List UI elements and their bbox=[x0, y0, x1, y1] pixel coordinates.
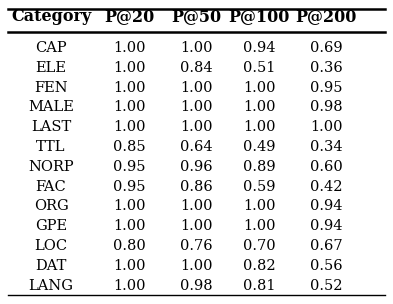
Text: P@20: P@20 bbox=[105, 8, 155, 25]
Text: 0.56: 0.56 bbox=[310, 259, 343, 273]
Text: 1.00: 1.00 bbox=[114, 100, 146, 114]
Text: 0.94: 0.94 bbox=[310, 199, 342, 213]
Text: 0.42: 0.42 bbox=[310, 180, 342, 194]
Text: 1.00: 1.00 bbox=[180, 259, 213, 273]
Text: 1.00: 1.00 bbox=[114, 199, 146, 213]
Text: 1.00: 1.00 bbox=[114, 81, 146, 95]
Text: 0.96: 0.96 bbox=[180, 160, 213, 174]
Text: 0.94: 0.94 bbox=[243, 41, 275, 55]
Text: 0.34: 0.34 bbox=[310, 140, 343, 154]
Text: 0.51: 0.51 bbox=[243, 61, 275, 75]
Text: 0.76: 0.76 bbox=[180, 239, 213, 253]
Text: 1.00: 1.00 bbox=[114, 120, 146, 134]
Text: 1.00: 1.00 bbox=[114, 219, 146, 233]
Text: FAC: FAC bbox=[36, 180, 66, 194]
Text: 1.00: 1.00 bbox=[114, 259, 146, 273]
Text: 1.00: 1.00 bbox=[180, 41, 213, 55]
Text: 1.00: 1.00 bbox=[243, 219, 275, 233]
Text: 0.82: 0.82 bbox=[243, 259, 276, 273]
Text: 1.00: 1.00 bbox=[243, 199, 275, 213]
Text: 0.67: 0.67 bbox=[310, 239, 343, 253]
Text: 1.00: 1.00 bbox=[180, 100, 213, 114]
Text: 0.89: 0.89 bbox=[243, 160, 276, 174]
Text: 0.84: 0.84 bbox=[180, 61, 213, 75]
Text: CAP: CAP bbox=[35, 41, 67, 55]
Text: 1.00: 1.00 bbox=[243, 120, 275, 134]
Text: 0.64: 0.64 bbox=[180, 140, 213, 154]
Text: 0.59: 0.59 bbox=[243, 180, 275, 194]
Text: 0.52: 0.52 bbox=[310, 278, 342, 292]
Text: MALE: MALE bbox=[28, 100, 74, 114]
Text: LAST: LAST bbox=[31, 120, 71, 134]
Text: NORP: NORP bbox=[28, 160, 74, 174]
Text: 1.00: 1.00 bbox=[243, 100, 275, 114]
Text: 0.81: 0.81 bbox=[243, 278, 275, 292]
Text: 0.95: 0.95 bbox=[114, 160, 146, 174]
Text: ELE: ELE bbox=[36, 61, 66, 75]
Text: P@200: P@200 bbox=[296, 8, 357, 25]
Text: 1.00: 1.00 bbox=[243, 81, 275, 95]
Text: 1.00: 1.00 bbox=[310, 120, 342, 134]
Text: LOC: LOC bbox=[35, 239, 68, 253]
Text: 0.94: 0.94 bbox=[310, 219, 342, 233]
Text: 0.36: 0.36 bbox=[310, 61, 343, 75]
Text: P@100: P@100 bbox=[229, 8, 290, 25]
Text: 1.00: 1.00 bbox=[180, 81, 213, 95]
Text: P@50: P@50 bbox=[171, 8, 222, 25]
Text: 0.69: 0.69 bbox=[310, 41, 343, 55]
Text: ORG: ORG bbox=[34, 199, 68, 213]
Text: GPE: GPE bbox=[35, 219, 67, 233]
Text: 1.00: 1.00 bbox=[180, 199, 213, 213]
Text: 0.86: 0.86 bbox=[180, 180, 213, 194]
Text: DAT: DAT bbox=[35, 259, 67, 273]
Text: 0.60: 0.60 bbox=[310, 160, 343, 174]
Text: 0.49: 0.49 bbox=[243, 140, 275, 154]
Text: Category: Category bbox=[11, 8, 91, 25]
Text: 1.00: 1.00 bbox=[114, 41, 146, 55]
Text: 0.98: 0.98 bbox=[180, 278, 213, 292]
Text: 1.00: 1.00 bbox=[114, 278, 146, 292]
Text: 0.95: 0.95 bbox=[310, 81, 342, 95]
Text: 0.85: 0.85 bbox=[113, 140, 146, 154]
Text: 0.98: 0.98 bbox=[310, 100, 343, 114]
Text: 0.70: 0.70 bbox=[243, 239, 276, 253]
Text: 0.95: 0.95 bbox=[114, 180, 146, 194]
Text: 1.00: 1.00 bbox=[180, 219, 213, 233]
Text: 1.00: 1.00 bbox=[114, 61, 146, 75]
Text: 1.00: 1.00 bbox=[180, 120, 213, 134]
Text: TTL: TTL bbox=[36, 140, 66, 154]
Text: LANG: LANG bbox=[29, 278, 73, 292]
Text: FEN: FEN bbox=[34, 81, 68, 95]
Text: 0.80: 0.80 bbox=[113, 239, 146, 253]
